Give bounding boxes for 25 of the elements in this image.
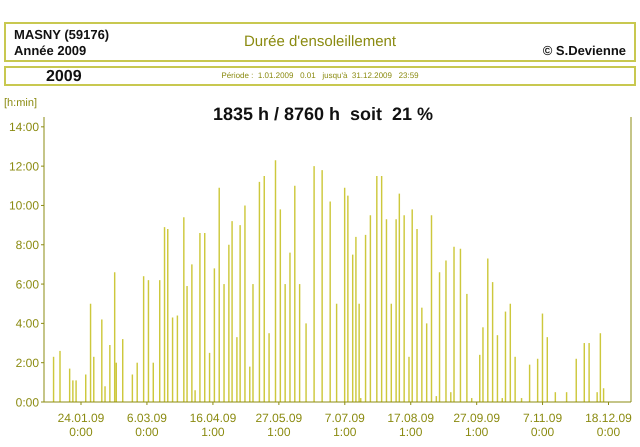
y-tick-label: 12:00 [8, 159, 40, 174]
y-tick-label: 6:00 [16, 277, 40, 292]
x-tick-label: 7.07.09 1:00 [324, 410, 366, 440]
text: Période : 1.01.2009 0.01 jusqu'à 31.12.2009 23:59 [221, 71, 419, 80]
y-tick-label: 10:00 [8, 198, 40, 213]
y-axis-title: [h:min] [4, 97, 38, 109]
y-tick-label: 8:00 [16, 238, 40, 252]
x-tick-label: 6.03.09 0:00 [126, 410, 168, 440]
x-tick-label: 27.05.09 1:00 [256, 410, 303, 440]
y-tick-label: 4:00 [16, 316, 40, 331]
x-tick-label: 17.08.09 1:00 [387, 410, 434, 440]
x-tick-label: 27.09.09 1:00 [453, 410, 500, 440]
chart-subtitle: 1835 h / 8760 h soit 21 % [212, 104, 434, 124]
text: Année 2009 [14, 43, 88, 59]
chart-title: Durée d'ensoleillement [244, 33, 396, 50]
x-tick-label: 7.11.09 0:00 [522, 410, 562, 440]
text: MASNY (59176) [14, 27, 110, 43]
y-tick-label: 14:00 [8, 120, 40, 134]
x-tick-label: 24.01.09 0:00 [58, 410, 105, 440]
x-tick-label: 18.12.09 0:00 [585, 410, 632, 440]
y-tick-label: 2:00 [16, 356, 40, 370]
text: © S.Devienne [542, 43, 626, 58]
x-tick-label: 16.04.09 1:00 [190, 410, 237, 440]
text: 2009 [46, 68, 82, 86]
y-tick-label: 0:00 [16, 395, 40, 410]
